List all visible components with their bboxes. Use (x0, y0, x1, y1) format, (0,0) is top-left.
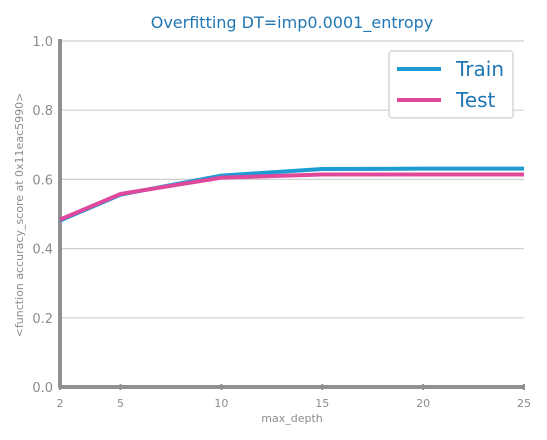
x-tick-label: 2 (57, 397, 64, 410)
series-line-test (60, 175, 524, 220)
x-axis-label: max_depth (261, 412, 323, 425)
y-tick-label: 0.8 (32, 104, 53, 119)
y-tick-label: 0.4 (32, 243, 53, 258)
x-tick-labels: 2 5 10 15 20 25 (57, 397, 532, 410)
y-tick-label: 1.0 (32, 35, 53, 50)
x-tick-label: 5 (117, 397, 124, 410)
legend: Train Test (389, 51, 513, 118)
y-axis-label: <function accuracy_score at 0x11eac5990> (13, 93, 26, 338)
legend-label-test: Test (455, 88, 496, 112)
y-tick-label: 0.0 (32, 381, 53, 396)
y-tick-label: 0.2 (32, 312, 53, 327)
chart-title: Overfitting DT=imp0.0001_entropy (151, 13, 434, 33)
x-tick-label: 25 (517, 397, 531, 410)
y-tick-label: 0.6 (32, 173, 53, 188)
series-lines (60, 169, 524, 221)
x-tick-label: 15 (315, 397, 329, 410)
legend-label-train: Train (455, 57, 504, 81)
x-tick-label: 10 (214, 397, 228, 410)
y-tick-labels: 0.0 0.2 0.4 0.6 0.8 1.0 (32, 35, 53, 396)
x-tick-label: 20 (416, 397, 430, 410)
